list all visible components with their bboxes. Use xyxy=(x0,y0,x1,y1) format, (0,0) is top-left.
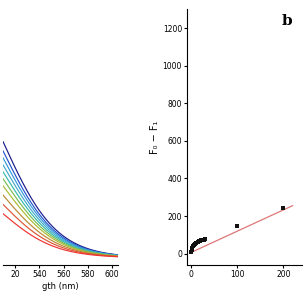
Point xyxy=(195,240,200,245)
Point xyxy=(188,249,193,254)
Text: b: b xyxy=(281,14,292,28)
Point xyxy=(192,243,197,248)
Point xyxy=(189,247,194,252)
Point xyxy=(234,224,239,229)
Point xyxy=(197,239,201,244)
Point xyxy=(198,238,203,243)
Point xyxy=(197,238,202,243)
Point xyxy=(193,242,198,247)
Point xyxy=(194,241,199,246)
Point xyxy=(202,237,207,241)
Point xyxy=(201,237,206,242)
Point xyxy=(190,245,195,250)
X-axis label: gth (nm): gth (nm) xyxy=(42,282,79,290)
Point xyxy=(200,237,205,242)
Point xyxy=(191,244,196,249)
Y-axis label: F₀ − F₁: F₀ − F₁ xyxy=(150,120,160,154)
Point xyxy=(281,205,286,210)
